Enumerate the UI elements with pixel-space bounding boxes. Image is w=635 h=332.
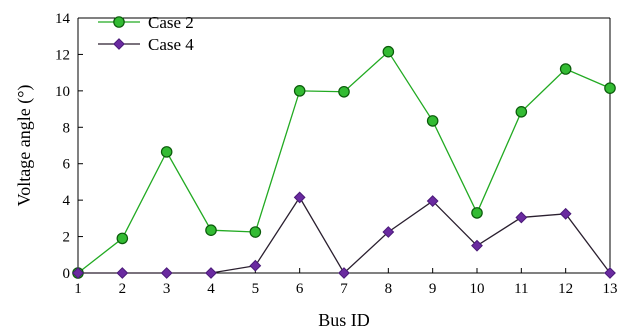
legend-item: Case 2	[98, 13, 194, 32]
x-tick-label: 6	[296, 281, 304, 297]
data-point	[604, 267, 616, 279]
data-point	[249, 226, 262, 238]
y-tick-label: 2	[63, 230, 71, 246]
data-point	[382, 226, 395, 238]
x-tick-label: 5	[252, 281, 260, 297]
y-tick-label: 14	[55, 11, 71, 27]
x-tick-label: 12	[558, 281, 573, 297]
x-tick-label: 3	[163, 281, 171, 297]
legend-label: Case 4	[148, 35, 194, 54]
x-tick-label: 11	[514, 281, 528, 297]
data-point	[160, 146, 173, 158]
series-case-4	[72, 191, 616, 279]
data-point	[338, 267, 350, 279]
x-tick-label: 8	[385, 281, 393, 297]
series-line	[77, 50, 611, 274]
data-point	[471, 239, 483, 252]
y-tick-label: 12	[55, 47, 70, 63]
x-tick-label: 9	[429, 281, 437, 297]
legend-marker	[113, 16, 125, 28]
series-layer	[72, 45, 616, 279]
y-axis-title: Voltage angle (°)	[14, 85, 35, 207]
data-point	[382, 45, 395, 58]
x-tick-label: 13	[603, 281, 618, 297]
data-point	[116, 267, 129, 279]
x-tick-label: 1	[74, 281, 82, 297]
data-point	[249, 259, 262, 272]
y-tick-label: 0	[63, 266, 71, 282]
data-point	[559, 207, 572, 220]
data-point	[515, 106, 528, 118]
y-tick-label: 8	[63, 120, 71, 136]
x-tick-label: 7	[340, 281, 348, 297]
legend-item: Case 4	[98, 35, 194, 54]
series-line	[78, 196, 611, 275]
y-tick-label: 6	[63, 157, 71, 173]
data-point	[338, 85, 350, 98]
data-point	[293, 191, 306, 204]
x-tick-label: 10	[470, 281, 485, 297]
data-point	[604, 82, 616, 94]
x-tick-label: 2	[119, 281, 127, 297]
data-point	[205, 224, 217, 236]
x-tick-label: 4	[207, 281, 215, 297]
data-point	[160, 267, 173, 279]
y-tick-label: 4	[63, 193, 71, 209]
series-case-2	[72, 45, 616, 279]
data-point	[426, 195, 439, 207]
data-point	[205, 267, 217, 279]
data-point	[426, 115, 439, 127]
data-point	[471, 207, 483, 219]
legend-marker	[113, 38, 125, 50]
data-point	[72, 267, 84, 279]
x-axis-title: Bus ID	[318, 310, 370, 330]
data-point	[515, 211, 528, 224]
data-point	[116, 232, 129, 245]
data-point	[559, 63, 572, 75]
legend: Case 2 Case 4	[98, 13, 194, 54]
data-point	[293, 85, 306, 97]
legend-label: Case 2	[148, 13, 194, 32]
y-tick-label: 10	[55, 84, 70, 100]
